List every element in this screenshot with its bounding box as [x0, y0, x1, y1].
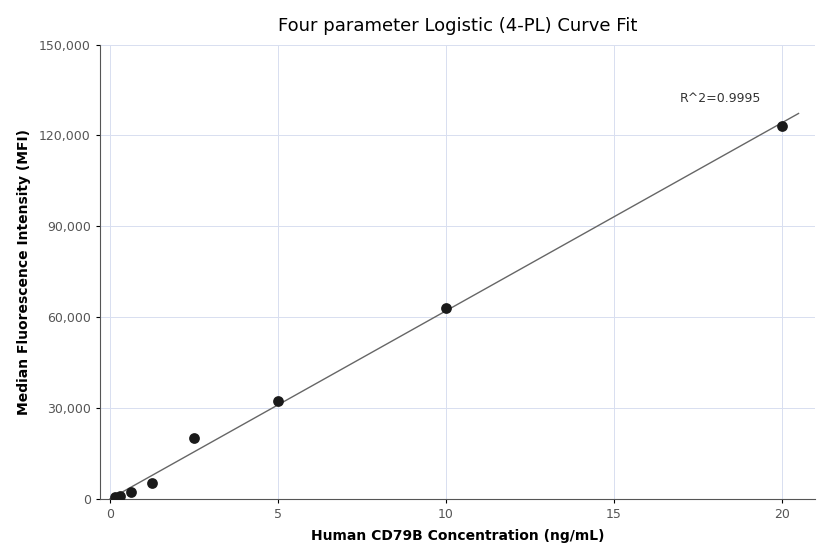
Point	[124, 488, 137, 497]
Point	[775, 122, 789, 131]
Point	[146, 479, 159, 488]
Title: Four parameter Logistic (4-PL) Curve Fit: Four parameter Logistic (4-PL) Curve Fit	[278, 17, 637, 35]
Point	[271, 396, 285, 405]
Text: R^2=0.9995: R^2=0.9995	[681, 92, 761, 105]
X-axis label: Human CD79B Concentration (ng/mL): Human CD79B Concentration (ng/mL)	[311, 529, 604, 543]
Y-axis label: Median Fluorescence Intensity (MFI): Median Fluorescence Intensity (MFI)	[17, 129, 31, 415]
Point	[187, 434, 201, 443]
Point	[439, 304, 453, 312]
Point	[108, 493, 121, 502]
Point	[114, 492, 127, 501]
